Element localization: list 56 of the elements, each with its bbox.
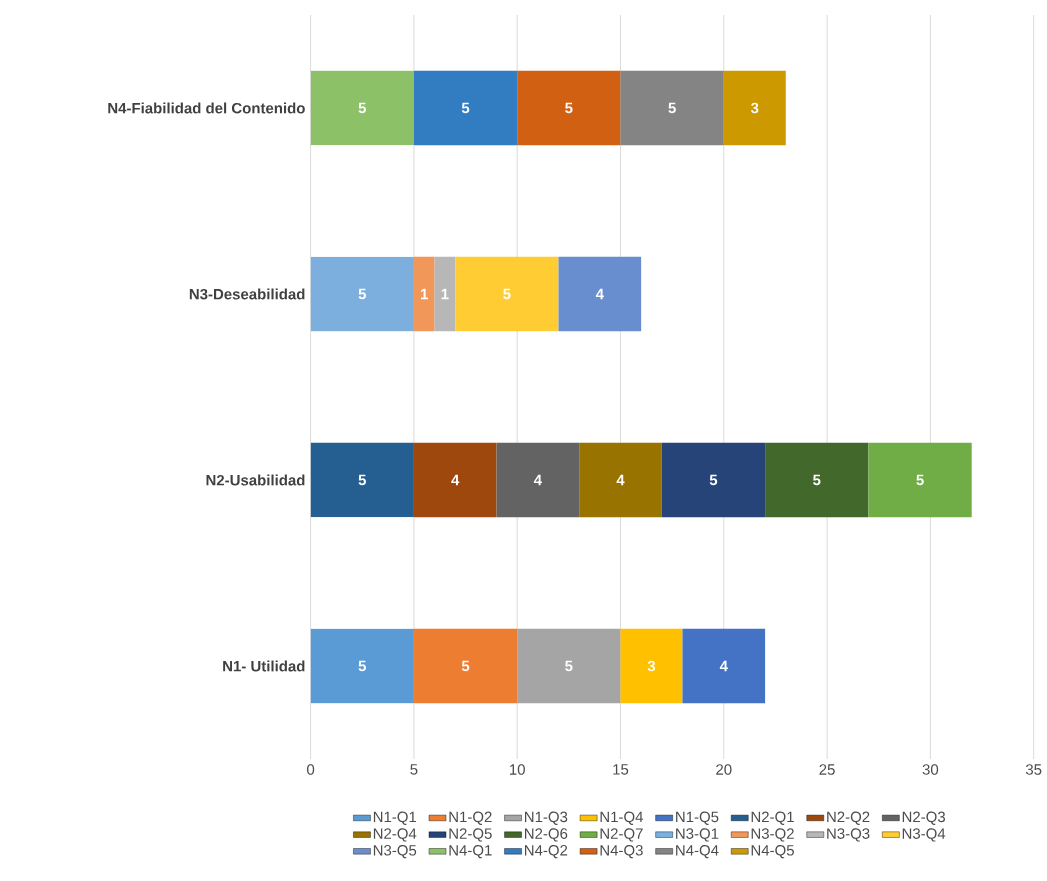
legend-label: N4-Q2: [525, 845, 568, 859]
legend-label: N1-Q5: [676, 811, 719, 825]
data-label: 5: [709, 474, 718, 486]
data-label: 4: [616, 474, 625, 486]
legend-label: N3-Q2: [751, 828, 794, 842]
legend-label: N3-Q4: [902, 828, 946, 842]
legend-label: N1-Q4: [600, 811, 644, 825]
x-tick-label: 25: [819, 764, 835, 775]
legend-label: N3-Q5: [373, 845, 417, 859]
data-label: 4: [451, 474, 460, 486]
data-label: 5: [916, 474, 924, 486]
data-label: 1: [421, 288, 428, 300]
x-tick-label: 10: [510, 764, 525, 775]
data-label: 3: [647, 660, 656, 672]
legend-label: N4-Q1: [449, 845, 492, 859]
legend-label: N2-Q7: [600, 828, 643, 842]
data-label: 3: [750, 102, 759, 114]
x-tick-label: 0: [307, 764, 315, 775]
y-tick-label: N1- Utilidad: [223, 660, 305, 672]
x-tick-label: 35: [1025, 764, 1042, 775]
x-tick-label: 5: [410, 764, 418, 775]
y-tick-label: N4-Fiabilidad del Contenido: [108, 102, 305, 114]
legend-label: N2-Q2: [827, 811, 870, 825]
data-label: 5: [358, 102, 366, 114]
legend-label: N2-Q1: [751, 811, 794, 825]
x-tick-label: 20: [716, 764, 732, 775]
x-tick-label: 30: [922, 764, 939, 775]
data-label: 4: [595, 288, 604, 300]
legend-label: N2-Q5: [449, 828, 492, 842]
y-tick-label: N2-Usabilidad: [206, 474, 305, 486]
legend-label: N1-Q1: [373, 811, 417, 825]
legend-label: N4-Q4: [676, 845, 719, 859]
data-label: 5: [668, 102, 676, 114]
data-label: 5: [565, 660, 573, 672]
y-tick-label: N3-Deseabilidad: [189, 288, 305, 300]
data-label: 1: [441, 288, 449, 300]
data-label: 5: [358, 474, 366, 486]
x-tick-label: 15: [613, 764, 629, 775]
data-label: 4: [533, 474, 542, 486]
data-label: 5: [461, 660, 470, 672]
legend-label: N2-Q6: [525, 828, 568, 842]
legend-label: N2-Q4: [373, 828, 417, 842]
data-label: 5: [461, 102, 470, 114]
data-label: 5: [565, 102, 573, 114]
legend-label: N3-Q1: [676, 828, 719, 842]
legend-label: N4-Q3: [600, 845, 643, 859]
legend-label: N1-Q2: [449, 811, 492, 825]
legend-label: N1-Q3: [525, 811, 568, 825]
data-label: 5: [358, 288, 366, 300]
legend-label: N4-Q5: [751, 845, 794, 859]
data-label: 4: [719, 660, 728, 672]
data-label: 5: [813, 474, 821, 486]
data-label: 5: [358, 660, 366, 672]
legend-label: N3-Q3: [827, 828, 870, 842]
legend-label: N2-Q3: [902, 811, 946, 825]
data-label: 5: [503, 288, 511, 300]
